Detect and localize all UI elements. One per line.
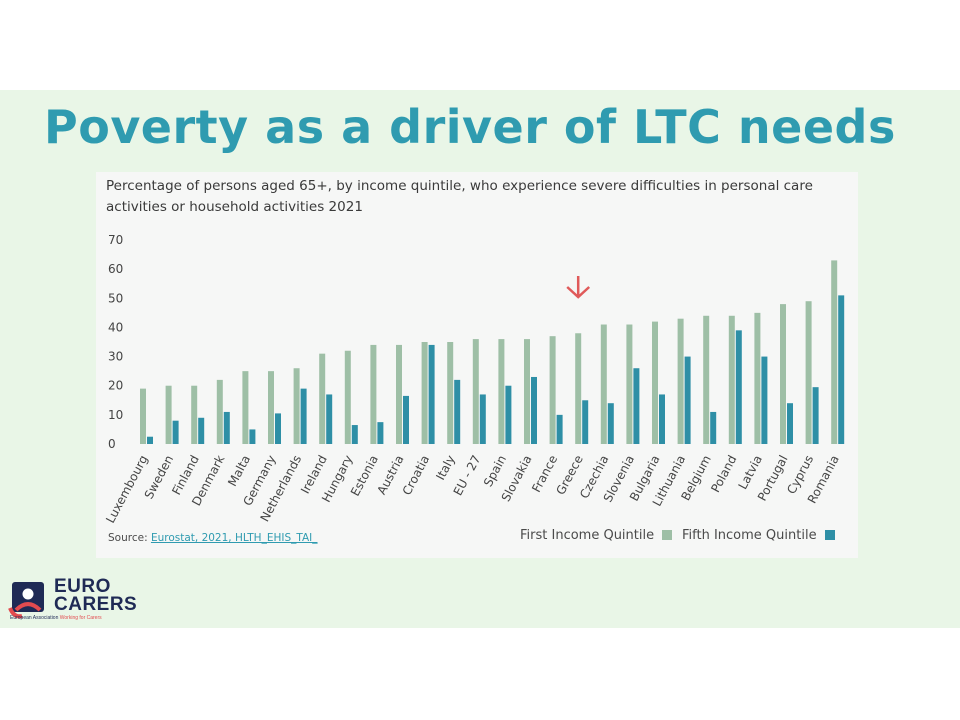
bar-first-income-quintile-croatia	[421, 342, 428, 444]
bar-fifth-income-quintile-latvia	[761, 356, 768, 444]
logo-line-1: EURO	[54, 576, 111, 597]
logo-wordmark: EURO CARERS	[54, 576, 138, 615]
bar-first-income-quintile-austria	[396, 344, 402, 444]
bar-first-income-quintile-spain	[498, 339, 505, 444]
bar-fifth-income-quintile-czechia	[607, 403, 614, 444]
legend-label-fifth-quintile: Fifth Income Quintile	[682, 528, 817, 543]
bar-first-income-quintile-ireland	[319, 353, 326, 444]
bar-fifth-income-quintile-germany	[275, 413, 281, 444]
bar-fifth-income-quintile-denmark	[223, 411, 230, 444]
y-tick-label: 50	[108, 291, 123, 305]
bar-fifth-income-quintile-sweden	[172, 420, 179, 444]
y-tick-label: 20	[108, 379, 123, 393]
eurocarers-logo: EURO CARERS European Association Working…	[8, 576, 138, 624]
y-tick-label: 30	[108, 350, 123, 364]
bar-fifth-income-quintile-slovenia	[633, 368, 640, 444]
bar-first-income-quintile-lithuania	[677, 318, 684, 444]
x-tick-label: Malta	[225, 453, 253, 489]
legend-item-first-quintile: First Income Quintile	[520, 528, 673, 543]
bar-first-income-quintile-czechia	[600, 324, 607, 444]
legend-item-fifth-quintile: Fifth Income Quintile	[682, 528, 835, 543]
bar-first-income-quintile-belgium	[703, 315, 710, 444]
bar-first-income-quintile-netherlands	[293, 368, 300, 444]
bar-fifth-income-quintile-italy	[454, 379, 461, 444]
bar-first-income-quintile-slovakia	[524, 339, 530, 444]
logo-tagline-main: European Association	[10, 615, 59, 621]
bar-first-income-quintile-portugal	[780, 304, 786, 444]
bar-fifth-income-quintile-belgium	[710, 411, 717, 444]
bar-first-income-quintile-luxembourg	[140, 388, 146, 444]
bar-fifth-income-quintile-estonia	[377, 422, 384, 444]
chart-title: Percentage of persons aged 65+, by incom…	[106, 178, 813, 215]
bar-fifth-income-quintile-cyprus	[812, 387, 819, 444]
logo-line-2: CARERS	[54, 594, 138, 615]
bar-fifth-income-quintile-france	[556, 414, 563, 444]
y-tick-label: 10	[108, 408, 123, 422]
legend-swatch-first-quintile	[662, 530, 673, 540]
source-prefix: Source:	[108, 532, 151, 544]
bar-first-income-quintile-germany	[268, 371, 274, 444]
bar-first-income-quintile-latvia	[754, 312, 761, 444]
logo-tagline-accent: Working for Carers	[59, 615, 102, 621]
bar-fifth-income-quintile-portugal	[787, 403, 793, 444]
source-note: Source: Eurostat, 2021, HLTH_EHIS_TAI_	[108, 532, 318, 544]
bar-first-income-quintile-eu-27	[472, 339, 479, 444]
logo-tagline: European Association Working for Carers	[10, 615, 102, 621]
eurocarers-logo-icon	[8, 582, 44, 619]
source-link[interactable]: Eurostat, 2021, HLTH_EHIS_TAI_	[150, 532, 318, 544]
bar-first-income-quintile-greece	[575, 333, 582, 444]
bar-first-income-quintile-sweden	[165, 385, 172, 444]
bar-fifth-income-quintile-croatia	[428, 344, 435, 444]
bar-fifth-income-quintile-slovakia	[531, 376, 537, 444]
bar-first-income-quintile-estonia	[370, 344, 377, 444]
bar-first-income-quintile-hungary	[344, 350, 351, 444]
bar-fifth-income-quintile-ireland	[326, 394, 333, 444]
bar-fifth-income-quintile-romania	[838, 295, 845, 444]
bar-fifth-income-quintile-austria	[403, 395, 409, 444]
bar-first-income-quintile-bulgaria	[652, 321, 658, 444]
y-tick-label: 60	[108, 262, 123, 276]
bar-fifth-income-quintile-luxembourg	[147, 436, 153, 444]
bar-fifth-income-quintile-greece	[582, 400, 589, 444]
bar-fifth-income-quintile-hungary	[351, 425, 358, 444]
x-tick-label: Italy	[433, 453, 458, 483]
bar-fifth-income-quintile-netherlands	[300, 388, 307, 444]
bar-fifth-income-quintile-lithuania	[684, 356, 691, 444]
bar-first-income-quintile-poland	[728, 315, 735, 444]
bar-first-income-quintile-cyprus	[805, 301, 812, 444]
bar-fifth-income-quintile-eu-27	[479, 394, 486, 444]
bar-fifth-income-quintile-finland	[198, 417, 205, 444]
legend-swatch-fifth-quintile	[824, 530, 835, 540]
bar-first-income-quintile-denmark	[216, 379, 223, 444]
y-tick-label: 0	[108, 437, 116, 451]
bar-fifth-income-quintile-poland	[735, 330, 742, 444]
bar-first-income-quintile-slovenia	[626, 324, 633, 444]
legend-label-first-quintile: First Income Quintile	[520, 528, 655, 543]
bar-first-income-quintile-france	[549, 336, 556, 444]
bar-fifth-income-quintile-spain	[505, 385, 512, 444]
bar-first-income-quintile-italy	[447, 342, 454, 444]
y-tick-label: 70	[108, 233, 123, 247]
y-tick-label: 40	[108, 320, 123, 334]
bar-first-income-quintile-malta	[242, 371, 249, 444]
annotation-arrow-icon	[566, 276, 591, 299]
bar-first-income-quintile-finland	[191, 385, 198, 444]
slide-title: Poverty as a driver of LTC needs	[44, 100, 896, 154]
bar-first-income-quintile-romania	[831, 260, 838, 444]
bar-fifth-income-quintile-bulgaria	[659, 394, 665, 444]
bar-fifth-income-quintile-malta	[249, 429, 256, 444]
